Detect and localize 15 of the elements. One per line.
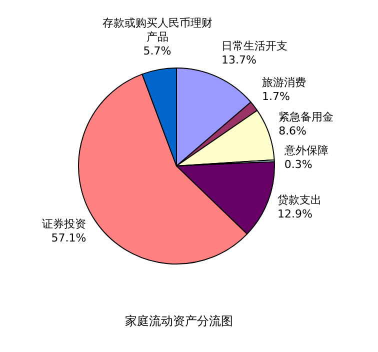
slice-label: 旅游消费 (262, 76, 306, 89)
data-label: 57.1% (51, 231, 86, 244)
data-label: 1.7% (262, 90, 290, 103)
slice-label: 证券投资 (42, 217, 86, 230)
slice-label: 紧急备用金 (278, 110, 334, 124)
slice-label: 意外保障 (283, 144, 328, 157)
data-label: 12.9% (278, 207, 312, 220)
slice-label: 日常生活开支 (222, 39, 288, 52)
slice-label: 存款或购买人民币理财产品 (102, 16, 212, 44)
data-label: 0.3% (284, 158, 312, 171)
slice-label: 贷款支出 (278, 193, 322, 206)
text: 家庭流动资产分流图 (125, 314, 233, 328)
data-label: 5.7% (143, 44, 172, 58)
data-label: 13.7% (222, 53, 257, 66)
data-label: 8.6% (278, 124, 307, 138)
